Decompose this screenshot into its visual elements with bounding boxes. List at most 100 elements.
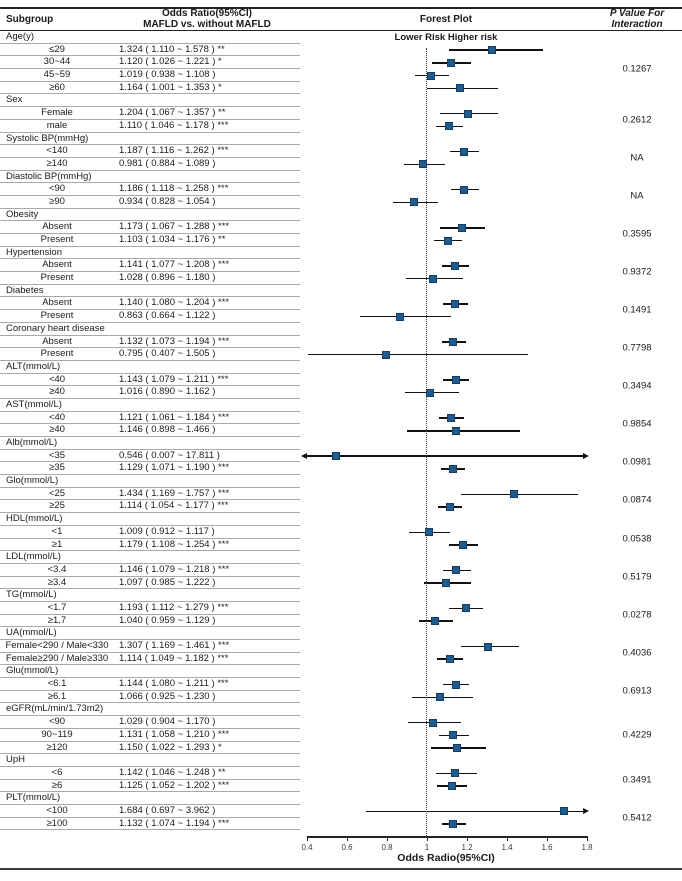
axis-tick-label: 0.8 bbox=[381, 843, 393, 852]
or-marker bbox=[445, 502, 454, 511]
p-value: 0.0874 bbox=[622, 494, 652, 506]
or-marker bbox=[463, 109, 472, 118]
p-value: 0.0981 bbox=[622, 456, 652, 468]
subgroup-label: Female<290 / Male<330 bbox=[5, 640, 109, 651]
or-marker bbox=[426, 71, 435, 80]
forest-group: ALT(mmol/L) <40 1.143 ( 1.079 ~ 1.211 ) **… bbox=[0, 361, 682, 399]
subgroup-label: <140 bbox=[46, 145, 68, 157]
p-value: 0.3595 bbox=[622, 228, 652, 240]
or-ci-text: 1.132 ( 1.073 ~ 1.194 ) *** bbox=[119, 335, 230, 347]
group-header-row: Alb(mmol/L) bbox=[0, 437, 682, 450]
or-ci-text: 1.434 ( 1.169 ~ 1.757 ) *** bbox=[119, 487, 230, 499]
forest-row: Absent 1.173 ( 1.067 ~ 1.288 ) *** bbox=[0, 221, 682, 234]
ci-plot bbox=[300, 69, 592, 82]
group-items: ≤29 1.324 ( 1.110 ~ 1.578 ) ** 30~44 1.120 … bbox=[0, 44, 682, 95]
or-ci-text: 1.204 ( 1.067 ~ 1.357 ) ** bbox=[119, 107, 226, 119]
group-header-row: UpH bbox=[0, 754, 682, 767]
p-value: 0.7798 bbox=[622, 342, 652, 354]
subgroup-label: Female bbox=[41, 107, 73, 119]
or-marker bbox=[455, 84, 464, 93]
subgroup-label: Present bbox=[40, 348, 74, 360]
or-marker bbox=[451, 769, 460, 778]
forest-row: Absent 1.132 ( 1.073 ~ 1.194 ) *** bbox=[0, 336, 682, 349]
axis-tick-label: 1.4 bbox=[501, 843, 513, 852]
group-label: Coronary heart disease bbox=[6, 322, 105, 334]
subgroup-label: Female≥290 / Male≥330 bbox=[5, 652, 109, 664]
group-header-row: ALT(mmol/L) bbox=[0, 361, 682, 374]
p-value: 0.4229 bbox=[622, 729, 652, 741]
group-header-row: HDL(mmol/L) bbox=[0, 513, 682, 526]
subgroup-label: Absent bbox=[42, 221, 72, 233]
or-marker bbox=[461, 604, 470, 613]
subgroup-label: ≥140 bbox=[46, 157, 68, 169]
forest-row: ≤29 1.324 ( 1.110 ~ 1.578 ) ** bbox=[0, 44, 682, 57]
group-label: Alb(mmol/L) bbox=[6, 437, 58, 448]
or-ci-text: 0.863 ( 0.664 ~ 1.122 ) bbox=[119, 310, 216, 322]
ci-plot bbox=[300, 678, 592, 691]
p-value: 0.0278 bbox=[622, 609, 652, 621]
forest-group: AST(mmol/L) <40 1.121 ( 1.061 ~ 1.184 ) **… bbox=[0, 399, 682, 437]
subgroup-label: <35 bbox=[48, 449, 66, 461]
axis-tick-label: 1.8 bbox=[581, 843, 593, 852]
subgroup-label: ≥1 bbox=[51, 538, 63, 550]
forest-row: 45~59 1.019 ( 0.938 ~ 1.108 ) bbox=[0, 69, 682, 82]
or-ci-text: 0.795 ( 0.407 ~ 1.505 ) bbox=[119, 348, 216, 360]
subgroup-label: <3.4 bbox=[47, 563, 67, 575]
p-value: 0.0538 bbox=[622, 533, 652, 544]
group-header-row: AST(mmol/L) bbox=[0, 399, 682, 412]
axis-tick-label: 1.2 bbox=[461, 843, 473, 852]
ci-line bbox=[307, 455, 583, 457]
subgroup-label: Present bbox=[40, 272, 74, 284]
subgroup-label: Present bbox=[40, 310, 74, 322]
group-items: Absent 1.132 ( 1.073 ~ 1.194 ) *** Present… bbox=[0, 336, 682, 361]
group-label: AST(mmol/L) bbox=[6, 398, 62, 410]
group-items: <100 1.684 ( 0.697 ~ 3.962 ) ≥100 1.132 ( 1… bbox=[0, 804, 682, 831]
ci-plot bbox=[300, 615, 592, 628]
group-items: <40 1.121 ( 1.061 ~ 1.184 ) *** ≥40 1.146 (… bbox=[0, 412, 682, 437]
p-value: 0.1267 bbox=[622, 63, 652, 75]
or-marker bbox=[431, 617, 439, 626]
column-header-forest-plot: Forest Plot bbox=[419, 14, 473, 25]
forest-row: ≥40 1.016 ( 0.890 ~ 1.162 ) bbox=[0, 386, 682, 399]
group-header-row: Glu(mmol/L) bbox=[0, 665, 682, 679]
x-axis-title: Odds Radio(95%CI) bbox=[397, 852, 495, 864]
p-value: 0.9854 bbox=[622, 418, 652, 430]
ci-plot bbox=[300, 500, 592, 513]
or-ci-text: 1.114 ( 1.049 ~ 1.182 ) *** bbox=[119, 652, 229, 664]
or-ci-text: 1.121 ( 1.061 ~ 1.184 ) *** bbox=[119, 411, 230, 423]
group-header-row: Coronary heart disease bbox=[0, 323, 682, 336]
forest-table-body: Age(y) ≤29 1.324 ( 1.110 ~ 1.578 ) ** 30~44… bbox=[0, 31, 682, 831]
forest-group: UpH <6 1.142 ( 1.046 ~ 1.248 ) ** ≥6 1.125 (… bbox=[0, 754, 682, 793]
or-marker bbox=[424, 528, 433, 537]
forest-row: ≥100 1.132 ( 1.074 ~ 1.194 ) *** bbox=[0, 818, 682, 831]
forest-group: Glo(mmol/L) <25 1.434 ( 1.169 ~ 1.757 ) **… bbox=[0, 475, 682, 514]
or-ci-text: 1.029 ( 0.904 ~ 1.170 ) bbox=[119, 716, 216, 728]
subgroup-label: ≥100 bbox=[46, 817, 68, 829]
subgroup-label: Absent bbox=[42, 259, 72, 271]
or-ci-text: 1.103 ( 1.034 ~ 1.176 ) ** bbox=[119, 234, 226, 245]
ci-plot bbox=[300, 653, 592, 666]
group-header-row: Glo(mmol/L) bbox=[0, 475, 682, 488]
forest-row: ≥6.1 1.066 ( 0.925 ~ 1.230 ) bbox=[0, 691, 682, 704]
group-header-row: Age(y) bbox=[0, 31, 682, 44]
top-rule bbox=[0, 7, 682, 10]
or-ci-text: 0.934 ( 0.828 ~ 1.054 ) bbox=[119, 195, 216, 207]
or-ci-text: 1.186 ( 1.118 ~ 1.258 ) *** bbox=[119, 183, 229, 195]
or-ci-text: 1.187 ( 1.116 ~ 1.262 ) *** bbox=[119, 145, 229, 157]
group-items: <6.1 1.144 ( 1.080 ~ 1.211 ) *** ≥6.1 1.066… bbox=[0, 678, 682, 704]
group-header-row: Hypertension bbox=[0, 247, 682, 260]
column-header-odds-ratio: Odds Ratio(95%CI) MAFLD vs. without MAFL… bbox=[114, 8, 300, 30]
or-ci-text: 1.143 ( 1.079 ~ 1.211 ) *** bbox=[119, 373, 229, 385]
forest-group: Diastolic BP(mmHg) <90 1.186 ( 1.118 ~ 1.2… bbox=[0, 171, 682, 209]
subgroup-label: ≤29 bbox=[49, 43, 65, 55]
subgroup-label: <100 bbox=[46, 804, 68, 816]
ci-plot bbox=[300, 767, 592, 780]
ci-line bbox=[366, 810, 583, 813]
column-header-odds-ratio-line1: Odds Ratio(95%CI) bbox=[161, 8, 252, 19]
group-label: Sex bbox=[6, 94, 23, 106]
forest-row: ≥25 1.114 ( 1.054 ~ 1.177 ) *** bbox=[0, 500, 682, 514]
p-value: 0.5179 bbox=[622, 571, 652, 583]
or-marker bbox=[428, 718, 437, 727]
group-header-row: Diabetes bbox=[0, 285, 682, 298]
ci-plot bbox=[300, 336, 592, 349]
